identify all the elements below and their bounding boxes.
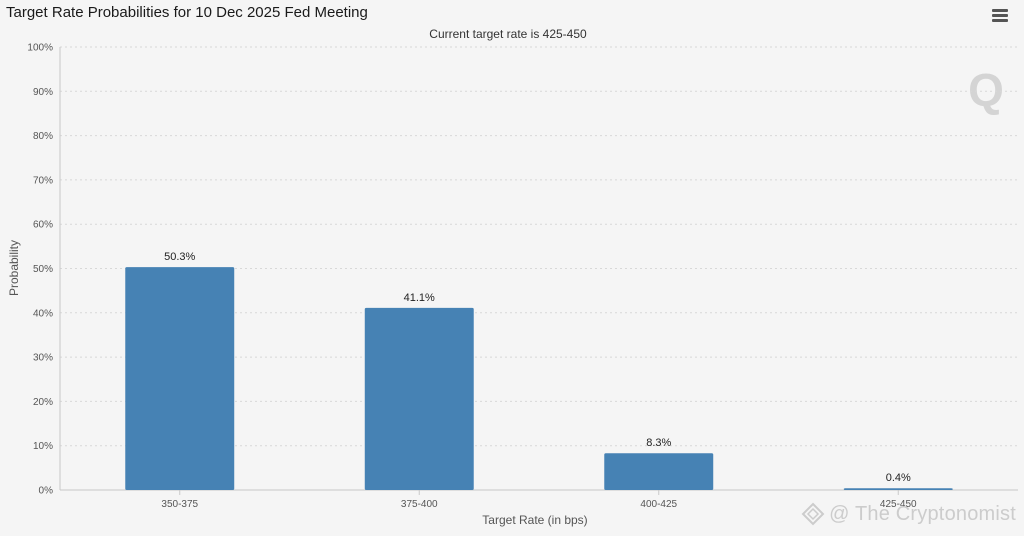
svg-text:Q: Q <box>968 64 1004 116</box>
y-tick-label: 90% <box>33 87 53 98</box>
y-axis-title: Probability <box>7 240 21 296</box>
data-label: 41.1% <box>404 292 435 304</box>
y-tick-label: 80% <box>33 131 53 142</box>
watermark-text: @ The Cryptonomist <box>829 502 1016 525</box>
y-tick-label: 0% <box>39 486 54 497</box>
y-tick-label: 100% <box>27 43 53 54</box>
x-axis-ticks: 350-375 375-400 400-425 425-450 <box>161 490 917 510</box>
page-title: Target Rate Probabilities for 10 Dec 202… <box>6 4 368 21</box>
diamond-logo-icon <box>801 502 825 526</box>
y-tick-label: 10% <box>33 441 53 452</box>
y-tick-label: 30% <box>33 353 53 364</box>
chart-subtitle: Current target rate is 425-450 <box>429 27 587 41</box>
x-tick-label: 375-400 <box>401 499 438 510</box>
y-axis-ticks: 0% 10% 20% 30% 40% 50% 60% 70% 80% 90% 100% <box>27 43 53 497</box>
y-tick-label: 70% <box>33 175 53 186</box>
x-tick-label: 425-450 <box>880 499 917 510</box>
data-label: 0.4% <box>886 472 911 484</box>
bar-350-375[interactable] <box>125 267 235 490</box>
x-axis-title: Target Rate (in bps) <box>482 513 587 527</box>
bar-425-450[interactable] <box>843 488 953 490</box>
x-tick-label: 350-375 <box>161 499 198 510</box>
y-tick-label: 50% <box>33 264 53 275</box>
y-tick-label: 40% <box>33 308 53 319</box>
y-tick-label: 20% <box>33 397 53 408</box>
bar-400-425[interactable] <box>604 453 714 490</box>
q-logo-icon: Q <box>968 64 1004 116</box>
data-label: 50.3% <box>164 251 195 263</box>
x-tick-label: 400-425 <box>640 499 677 510</box>
y-tick-label: 60% <box>33 220 53 231</box>
watermark: @ The Cryptonomist <box>801 502 1016 526</box>
bar-375-400[interactable] <box>364 307 474 490</box>
bars: 50.3% 41.1% 8.3% 0.4% <box>125 251 953 490</box>
data-label: 8.3% <box>646 437 671 449</box>
hamburger-menu-icon[interactable] <box>992 9 1008 22</box>
